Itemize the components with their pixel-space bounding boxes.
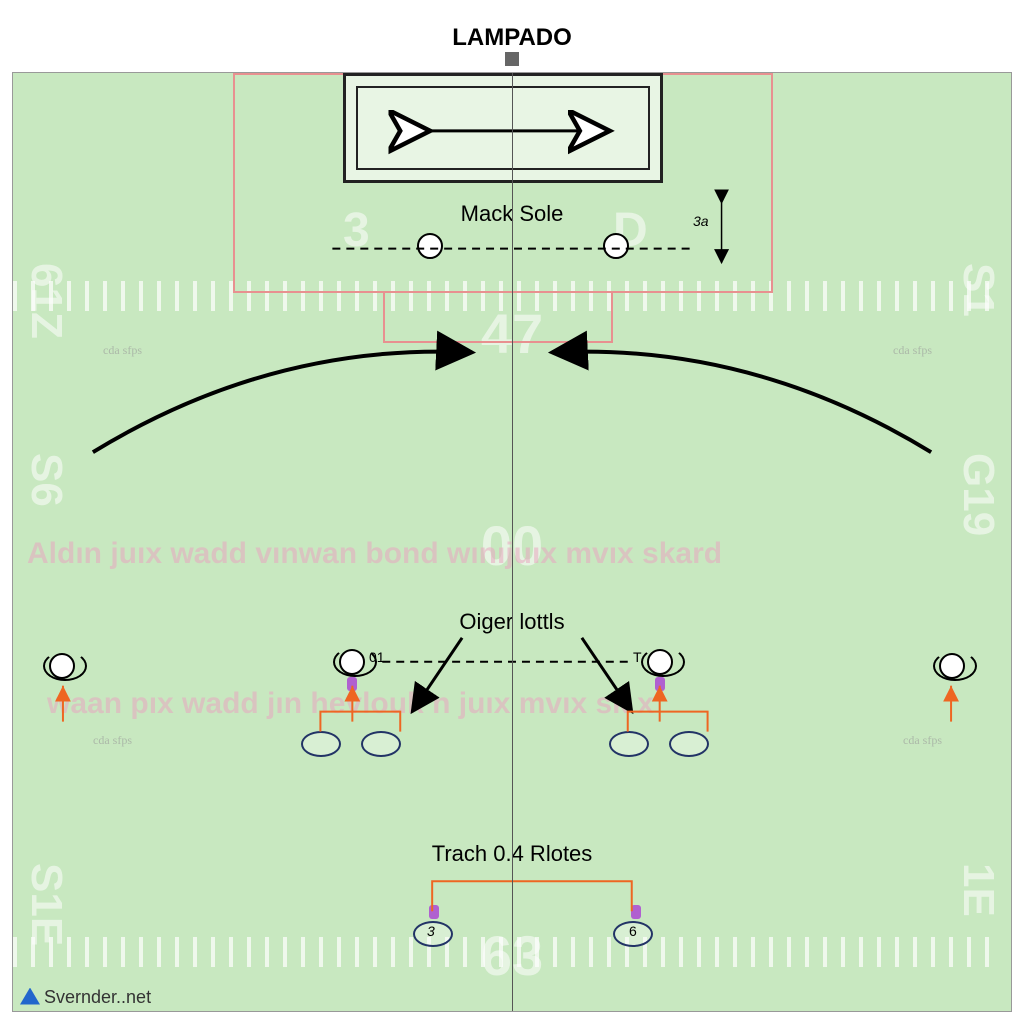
- ball-icon: [347, 677, 357, 691]
- yard-number: 3: [343, 203, 370, 258]
- decorative-note: cda sfps: [893, 343, 932, 358]
- field-area: 47 00 63 61Z S6 S1E S1 G19 1E Aldın juıx…: [12, 72, 1012, 1012]
- center-line: [512, 73, 513, 1011]
- ball-icon: [429, 905, 439, 919]
- goal-inner: [356, 86, 650, 170]
- player-label: 01: [369, 649, 385, 665]
- player-oval-marker: [669, 731, 709, 757]
- yard-number: S1E: [21, 863, 71, 946]
- yard-number: S1: [953, 263, 1003, 317]
- yard-number: G19: [953, 453, 1003, 536]
- watermark-text: Aldın juıx wadd vınwan bond wınıjuıx mvı…: [27, 537, 722, 571]
- yard-number: S6: [21, 453, 71, 507]
- title-marker-icon: [505, 52, 519, 66]
- logo-icon: [20, 988, 40, 1008]
- player-marker: [647, 649, 673, 675]
- ball-icon: [631, 905, 641, 919]
- player-label: T: [633, 649, 642, 665]
- player-oval-marker: [609, 731, 649, 757]
- player-marker: [49, 653, 75, 679]
- goal-box-outline: [383, 293, 613, 343]
- attribution-text: Svernder..net: [20, 987, 151, 1008]
- attribution-label: Svernder..net: [44, 987, 151, 1008]
- dimension-note: 3a: [693, 213, 709, 229]
- player-marker: [603, 233, 629, 259]
- player-marker: [939, 653, 965, 679]
- player-marker: [339, 649, 365, 675]
- decorative-note: cda sfps: [93, 733, 132, 748]
- player-oval-marker: [361, 731, 401, 757]
- player-label: 6: [629, 923, 637, 939]
- decorative-note: cda sfps: [903, 733, 942, 748]
- player-oval-marker: [301, 731, 341, 757]
- decorative-note: cda sfps: [103, 343, 142, 358]
- player-marker: [417, 233, 443, 259]
- diagram-title: LAMPADO: [452, 24, 572, 52]
- watermark-text: waan pıx wadd jın hevlouk n juıx mvıx sk…: [47, 687, 654, 721]
- yard-number: 1E: [953, 863, 1003, 917]
- yard-number: 61Z: [21, 263, 71, 339]
- player-label: 3: [427, 923, 435, 939]
- ball-icon: [655, 677, 665, 691]
- goal-structure: [343, 73, 663, 183]
